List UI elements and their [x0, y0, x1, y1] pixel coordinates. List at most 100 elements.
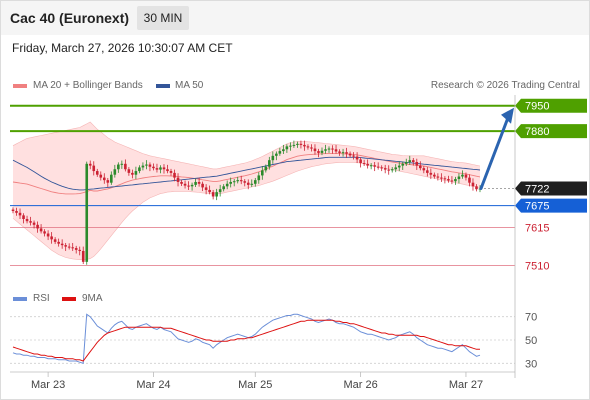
candle-body [461, 174, 464, 177]
candle [36, 221, 39, 233]
candle [394, 164, 398, 173]
candle-body [324, 149, 327, 151]
candle [25, 215, 29, 224]
candle-body [110, 174, 113, 183]
candle [285, 144, 289, 153]
candle-body [95, 171, 99, 175]
candle-body [426, 170, 429, 173]
level-tag-7950 [515, 98, 587, 113]
bollinger-band [13, 122, 480, 260]
candle-body [443, 178, 447, 180]
candle [426, 167, 429, 177]
candle [152, 163, 155, 171]
candle-body [373, 165, 376, 167]
candle [113, 164, 117, 178]
candle-body [320, 150, 324, 153]
candle [278, 147, 282, 156]
candle-body [39, 228, 43, 232]
candle-body [250, 183, 254, 185]
candle [275, 151, 278, 161]
candle-body [362, 163, 366, 165]
candle-body [162, 167, 166, 170]
candle [32, 220, 36, 229]
rsi-tick-label: 30 [525, 358, 537, 370]
candle [18, 208, 22, 219]
candle [127, 167, 131, 176]
candle [397, 161, 401, 172]
candle [468, 174, 471, 187]
candle [408, 155, 412, 165]
candle [46, 230, 50, 241]
candle-body [64, 245, 67, 247]
candle-body [134, 171, 138, 175]
candle [415, 158, 419, 170]
candle-body [117, 164, 120, 170]
candle [471, 178, 475, 191]
rsi-ma-line [12, 319, 480, 362]
candle-body [261, 170, 264, 176]
candle-body [264, 166, 268, 171]
candle [282, 144, 285, 155]
candle [380, 165, 383, 172]
candle-body [313, 148, 317, 152]
candle [15, 207, 18, 216]
candle-body [204, 187, 208, 190]
level-label-7615: 7615 [525, 222, 549, 234]
candle-body [169, 171, 173, 173]
candle [268, 156, 271, 170]
candle [29, 216, 32, 226]
candle [454, 176, 457, 185]
candle-body [211, 192, 215, 197]
header-bar [1, 1, 589, 35]
candle [110, 171, 113, 185]
candle-body [22, 215, 25, 219]
candle [102, 173, 106, 184]
candle-body [239, 180, 243, 182]
candle [369, 163, 373, 170]
candle [92, 161, 96, 176]
candle [310, 144, 313, 152]
candle-body [176, 177, 180, 182]
candle [411, 157, 415, 166]
candle [74, 245, 78, 254]
timeframe-selector[interactable]: 30 MIN [137, 6, 189, 30]
candle-body [99, 174, 103, 178]
candle [366, 159, 369, 169]
candle-body [222, 186, 225, 190]
candle-body [155, 168, 159, 170]
candle-body [57, 241, 60, 244]
candle [218, 184, 222, 197]
candle [317, 148, 320, 158]
candle-body [243, 181, 247, 183]
candle-body [194, 181, 197, 185]
candle-body [43, 231, 46, 234]
candle [373, 161, 376, 172]
candle [148, 162, 152, 172]
candle [236, 176, 240, 184]
candle [436, 173, 440, 181]
candle [225, 180, 229, 190]
candle [187, 181, 190, 190]
bollinger-upper-line [12, 121, 481, 170]
candle-body [127, 169, 131, 173]
candle [39, 224, 43, 234]
candle [362, 159, 366, 166]
forecast-arrow-head [501, 107, 514, 124]
candle [155, 163, 159, 173]
candle [120, 160, 124, 169]
candle-body [36, 224, 39, 229]
candle-body [397, 165, 401, 168]
candle [88, 160, 92, 170]
candle-body [74, 248, 78, 250]
level-tag-7675 [515, 198, 587, 213]
candle [194, 178, 197, 188]
candle [313, 144, 317, 155]
candle [60, 239, 64, 249]
candles [11, 140, 482, 265]
level-tag-7722 [515, 181, 587, 196]
candle-body [447, 179, 450, 181]
candle-body [296, 143, 299, 145]
candle [190, 182, 194, 191]
candle [429, 168, 433, 180]
candle [440, 173, 443, 182]
